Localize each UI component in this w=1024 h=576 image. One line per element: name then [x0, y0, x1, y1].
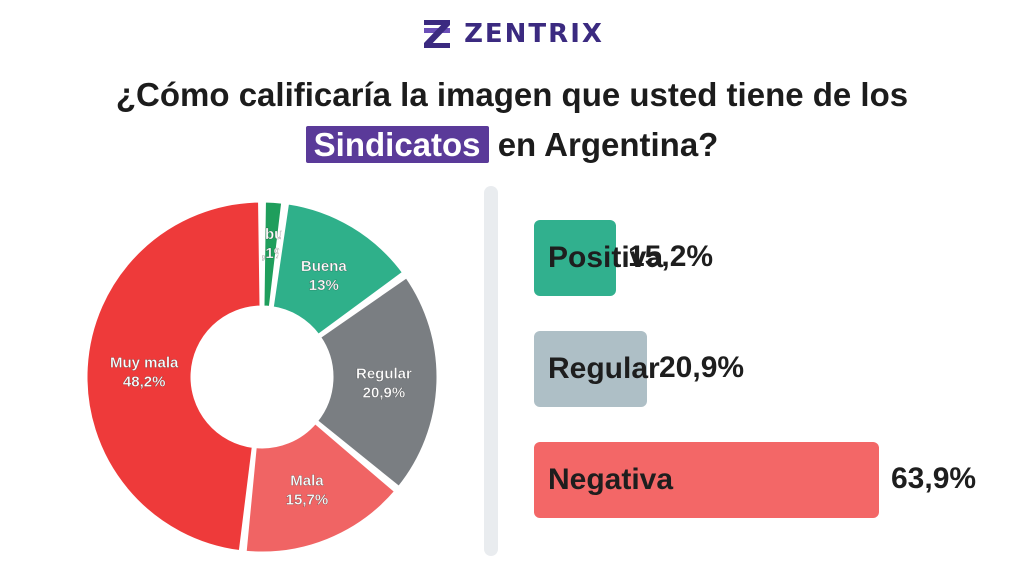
donut-value-label: 48,2% [123, 374, 166, 391]
donut-value-label: 15,7% [286, 491, 329, 508]
donut-category-label: Mala [290, 472, 324, 489]
bar-regular: Regular [534, 331, 660, 407]
bar-category-label: Regular [548, 352, 660, 385]
brand-name: ZENTRIX [464, 19, 604, 49]
donut-label: Mala 15,7% [285, 472, 329, 509]
donut-category-label: Muy mala [110, 355, 179, 372]
donut-category-label: Buena [301, 258, 348, 275]
donut-slice-mala [243, 420, 398, 555]
title-line-2-rest: en Argentina? [497, 126, 719, 163]
divider [484, 186, 498, 556]
donut-label: Buena 13% [301, 258, 348, 295]
donut-label: Muy mala 48,2% [110, 354, 180, 391]
bar-negativa: Negativa [534, 442, 879, 518]
brand-logo: ZENTRIX [0, 10, 1024, 58]
donut-slice-muy-mala [84, 199, 263, 554]
bar-value-label: 20,9% [659, 351, 745, 384]
donut-value-label: 13% [309, 277, 339, 294]
donut-slice-muy-buena [261, 199, 285, 309]
title-highlight: Sindicatos [305, 126, 489, 163]
donut-value-label: 20,9% [363, 384, 406, 401]
bar-positiva: Positiva [534, 220, 663, 296]
page-title: ¿Cómo calificaría la imagen que usted ti… [0, 70, 1024, 170]
title-line-2: Sindicatos en Argentina? [0, 120, 1024, 170]
title-line-1: ¿Cómo calificaría la imagen que usted ti… [115, 76, 909, 113]
zentrix-logo-icon [424, 20, 451, 48]
bar-category-label: Positiva [548, 241, 664, 274]
donut-chart: Muy buena2,1%Buena13%Regular20,9%Mala15,… [84, 199, 440, 555]
donut-category-label: Regular [356, 365, 412, 382]
bar-value-label: 63,9% [891, 462, 977, 495]
donut-slice-regular [314, 275, 440, 490]
bar-category-label: Negativa [548, 463, 674, 496]
donut-slice-buena [270, 201, 406, 337]
donut-label: Regular 20,9% [356, 365, 413, 402]
bar-value-label: 15,2% [628, 240, 714, 273]
